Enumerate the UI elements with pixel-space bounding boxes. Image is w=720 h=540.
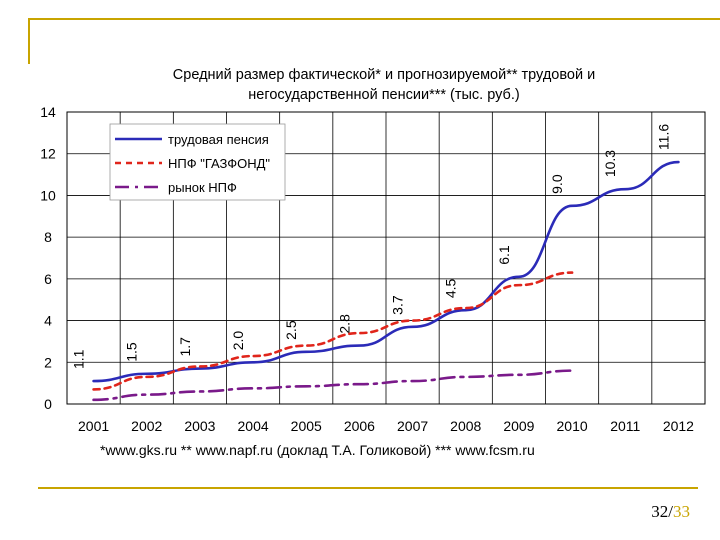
x-tick-label: 2006	[344, 418, 375, 434]
x-tick-label: 2010	[557, 418, 588, 434]
slide-frame	[28, 18, 720, 64]
page-current: 32	[651, 502, 669, 521]
value-annotation: 6.1	[496, 245, 512, 265]
x-tick-label: 2005	[291, 418, 322, 434]
footer-divider	[38, 487, 698, 489]
x-tick-label: 2008	[450, 418, 481, 434]
x-tick-label: 2011	[610, 418, 640, 434]
legend-label: рынок НПФ	[168, 180, 237, 195]
x-tick-label: 2004	[238, 418, 269, 434]
y-ticks: 0 2 4 6 8 10 12 14	[40, 104, 56, 412]
series-line	[92, 369, 574, 402]
value-annotation: 9.0	[549, 174, 565, 194]
chart-title-line1: Средний размер фактической* и прогнозиру…	[173, 67, 595, 83]
source-note: *www.gks.ru ** www.napf.ru (доклад Т.А. …	[100, 442, 535, 458]
value-annotation: 3.7	[390, 295, 406, 315]
chart-title-line2: негосударственной пенсии*** (тыс. руб.)	[248, 87, 519, 103]
y-tick-label: 14	[40, 104, 56, 120]
value-annotation: 11.6	[655, 124, 671, 150]
y-tick-label: 12	[40, 146, 56, 162]
legend-label: трудовая пенсия	[168, 132, 269, 147]
page-number: 32/33	[600, 502, 690, 522]
legend: трудовая пенсия НПФ "ГАЗФОНД" рынок НПФ	[109, 123, 286, 201]
y-tick-label: 4	[44, 313, 52, 329]
value-annotation: 1.7	[177, 337, 193, 357]
pension-chart: Средний размер фактической* и прогнозиру…	[40, 67, 706, 458]
value-annotation: 1.1	[71, 349, 87, 369]
value-annotation: 2.5	[283, 320, 299, 340]
x-tick-label: 2007	[397, 418, 428, 434]
y-tick-label: 10	[40, 187, 56, 203]
series-line	[92, 271, 574, 391]
x-ticks: 2001 2002 2003 2004 2005 2006 2007 2008 2009 2010…	[78, 418, 694, 434]
value-annotation: 10.3	[602, 150, 618, 177]
y-tick-label: 6	[44, 271, 52, 287]
legend-label: НПФ "ГАЗФОНД"	[168, 156, 270, 171]
x-tick-label: 2009	[503, 418, 534, 434]
x-tick-label: 2001	[78, 418, 109, 434]
value-annotation: 4.5	[443, 278, 459, 298]
page-total: 33	[673, 502, 690, 521]
y-tick-label: 8	[44, 229, 52, 245]
y-tick-label: 0	[44, 396, 52, 412]
value-annotations: 1.1 1.5 1.7 2.0 2.5 2.8 3.7 4.5 6.1 9.0 10.3 11.6	[71, 124, 672, 369]
series-layer	[92, 160, 680, 402]
value-annotation: 2.0	[230, 331, 246, 351]
x-tick-label: 2002	[131, 418, 162, 434]
series-line	[92, 160, 680, 383]
page-separator: /	[668, 502, 673, 521]
x-tick-label: 2012	[663, 418, 694, 434]
y-tick-label: 2	[44, 354, 52, 370]
chart-panel: Средний размер фактической* и прогнозиру…	[30, 62, 710, 470]
value-annotation: 1.5	[124, 342, 140, 362]
x-tick-label: 2003	[184, 418, 215, 434]
value-annotation: 2.8	[336, 314, 352, 334]
